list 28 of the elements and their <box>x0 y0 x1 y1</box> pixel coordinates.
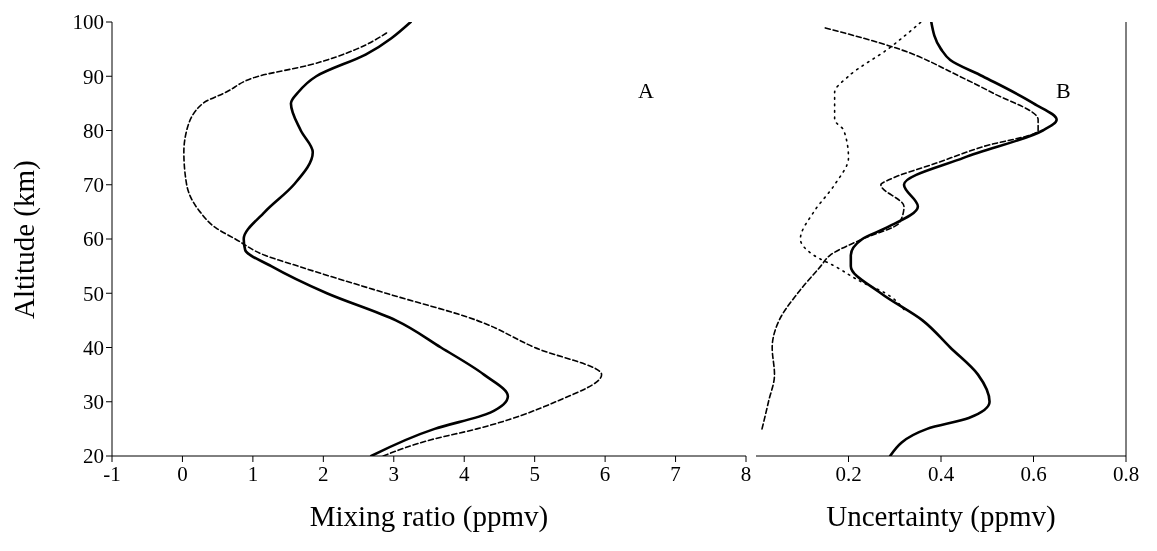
y-tick-label: 40 <box>83 335 104 360</box>
x-tick-label: 7 <box>670 461 681 486</box>
x-tick-label: 0.6 <box>1020 461 1047 486</box>
annotation: B <box>1056 78 1071 104</box>
x-tick-label: 2 <box>318 461 329 486</box>
x-tick-label: 0.8 <box>1112 461 1140 486</box>
y-axis-title: Altitude (km) <box>8 160 42 319</box>
y-tick-label: 60 <box>83 227 104 252</box>
x-axis-title: Mixing ratio (ppmv) <box>309 500 549 533</box>
x-tick-label: 5 <box>529 461 540 486</box>
annotation: A <box>638 78 654 104</box>
y-tick-label: 90 <box>83 64 104 89</box>
x-tick-label: 4 <box>458 461 470 486</box>
x-tick-label: 8 <box>740 461 752 486</box>
x-axis-title: Uncertainty (ppmv) <box>826 500 1056 533</box>
y-tick-label: 100 <box>72 10 104 35</box>
x-tick-label: 0.2 <box>835 461 862 486</box>
y-tick-label: 70 <box>83 173 104 198</box>
x-tick-label: 0 <box>177 461 188 486</box>
x-tick-label: 1 <box>247 461 259 486</box>
x-tick-label: -1 <box>103 461 121 486</box>
x-tick-label: 6 <box>599 461 611 486</box>
y-tick-label: 50 <box>83 281 104 306</box>
y-tick-label: 80 <box>83 118 104 143</box>
y-tick-label: 20 <box>83 444 104 469</box>
y-tick-label: 30 <box>83 390 104 415</box>
x-tick-label: 0.4 <box>927 461 955 486</box>
x-tick-label: 3 <box>388 461 400 486</box>
